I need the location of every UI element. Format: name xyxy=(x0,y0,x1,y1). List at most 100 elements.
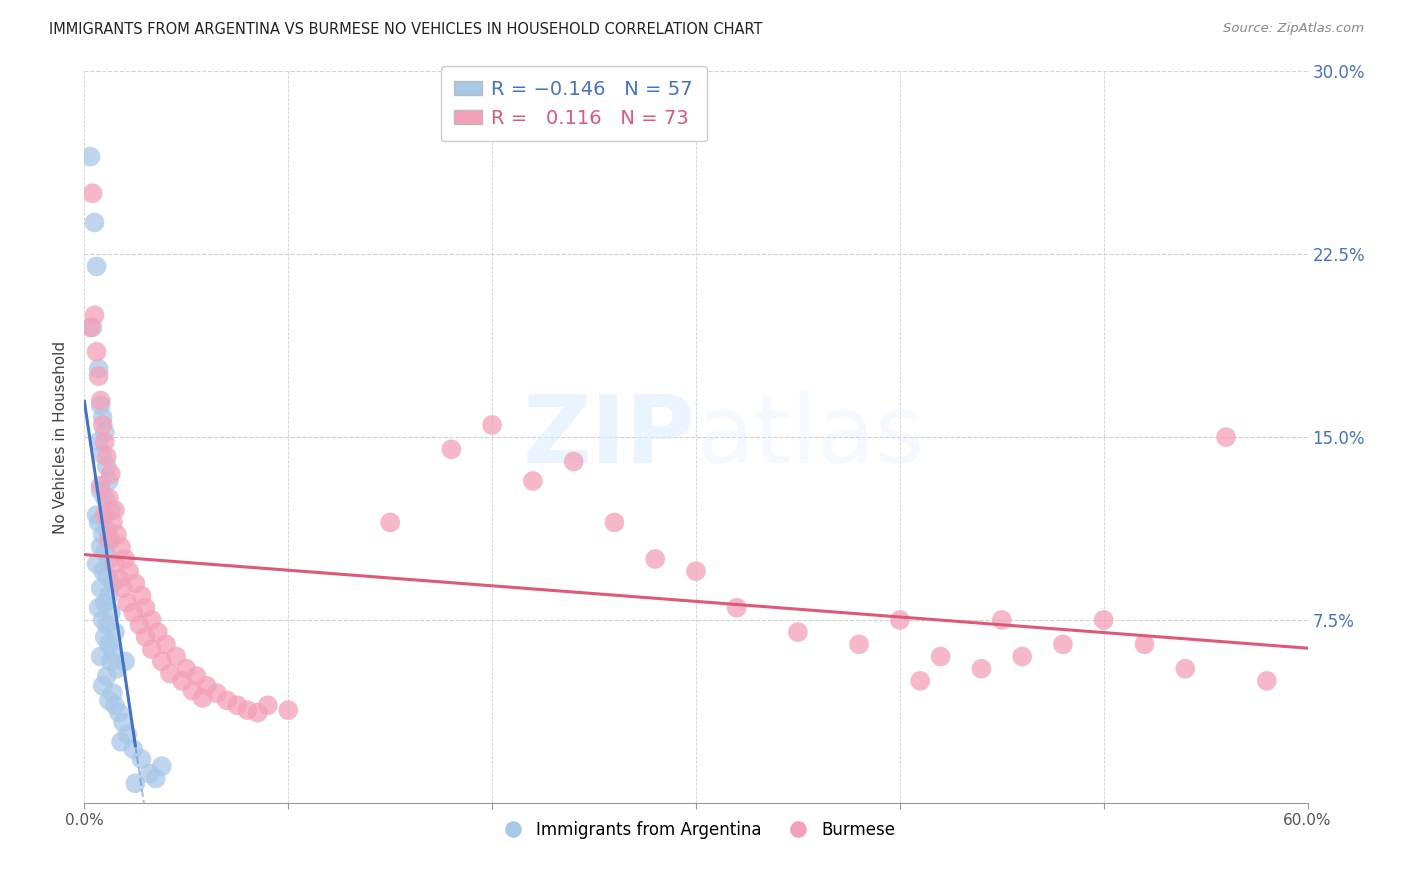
Point xyxy=(82,320,104,334)
Point xyxy=(181,683,204,698)
Point xyxy=(101,516,124,530)
Point xyxy=(104,625,127,640)
Point xyxy=(146,625,169,640)
Point xyxy=(1215,430,1237,444)
Point xyxy=(90,649,112,664)
Point xyxy=(86,344,108,359)
Point xyxy=(910,673,932,688)
Point xyxy=(114,552,136,566)
Point xyxy=(135,630,157,644)
Point xyxy=(93,425,115,440)
Point xyxy=(159,666,181,681)
Point xyxy=(100,533,122,547)
Point xyxy=(124,776,146,790)
Point xyxy=(1133,637,1156,651)
Point xyxy=(100,654,122,668)
Point xyxy=(481,417,503,432)
Point xyxy=(112,715,135,730)
Point xyxy=(112,581,135,595)
Point xyxy=(562,454,585,468)
Point xyxy=(118,564,141,578)
Point xyxy=(97,637,120,651)
Point xyxy=(603,516,626,530)
Point xyxy=(110,735,132,749)
Point xyxy=(644,552,666,566)
Point xyxy=(91,679,114,693)
Point xyxy=(115,596,138,610)
Point xyxy=(108,706,131,720)
Point xyxy=(186,669,208,683)
Point xyxy=(96,669,118,683)
Point xyxy=(87,369,110,384)
Point xyxy=(100,503,122,517)
Point xyxy=(1256,673,1278,688)
Point xyxy=(122,606,145,620)
Point xyxy=(277,703,299,717)
Point xyxy=(145,772,167,786)
Point xyxy=(131,752,153,766)
Point xyxy=(86,260,108,274)
Point xyxy=(257,698,280,713)
Point xyxy=(174,662,197,676)
Point xyxy=(165,649,187,664)
Point xyxy=(114,654,136,668)
Point xyxy=(205,686,228,700)
Point xyxy=(122,742,145,756)
Point xyxy=(93,596,115,610)
Point xyxy=(128,617,150,632)
Point xyxy=(86,508,108,522)
Point xyxy=(104,557,127,571)
Point xyxy=(191,690,214,705)
Point xyxy=(90,483,112,498)
Point xyxy=(91,410,114,425)
Point xyxy=(104,698,127,713)
Point xyxy=(79,320,101,334)
Point xyxy=(90,581,112,595)
Point xyxy=(991,613,1014,627)
Point xyxy=(115,727,138,741)
Point xyxy=(87,600,110,615)
Point xyxy=(86,557,108,571)
Point xyxy=(108,572,131,586)
Point xyxy=(105,662,128,676)
Point xyxy=(90,393,112,408)
Point xyxy=(725,600,748,615)
Point xyxy=(150,759,173,773)
Point xyxy=(1011,649,1033,664)
Point xyxy=(1174,662,1197,676)
Point xyxy=(150,654,173,668)
Point xyxy=(105,527,128,541)
Point xyxy=(93,491,115,505)
Text: atlas: atlas xyxy=(696,391,924,483)
Point xyxy=(93,544,115,558)
Point xyxy=(90,540,112,554)
Point xyxy=(87,516,110,530)
Point xyxy=(141,613,163,627)
Point xyxy=(90,398,112,412)
Point xyxy=(91,564,114,578)
Point xyxy=(104,503,127,517)
Point xyxy=(101,686,124,700)
Legend: Immigrants from Argentina, Burmese: Immigrants from Argentina, Burmese xyxy=(489,814,903,846)
Point xyxy=(91,447,114,461)
Point xyxy=(138,766,160,780)
Point xyxy=(97,552,120,566)
Point xyxy=(97,589,120,603)
Point xyxy=(87,361,110,376)
Point xyxy=(97,491,120,505)
Point xyxy=(124,576,146,591)
Point xyxy=(217,693,239,707)
Point xyxy=(1092,613,1115,627)
Point xyxy=(155,637,177,651)
Text: ZIP: ZIP xyxy=(523,391,696,483)
Point xyxy=(96,569,118,583)
Point xyxy=(1052,637,1074,651)
Point xyxy=(440,442,463,457)
Point xyxy=(141,642,163,657)
Point xyxy=(685,564,707,578)
Point xyxy=(889,613,911,627)
Point xyxy=(100,467,122,481)
Point xyxy=(96,450,118,464)
Point xyxy=(195,679,218,693)
Point xyxy=(380,516,402,530)
